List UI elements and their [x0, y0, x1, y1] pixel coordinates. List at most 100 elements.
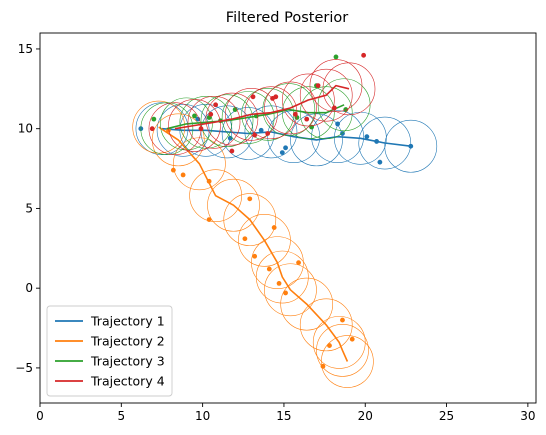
chart-title: Filtered Posterior: [226, 10, 348, 26]
legend-label: Trajectory 1: [90, 314, 165, 329]
covariance-circle: [244, 105, 298, 159]
x-tick-label: 10: [195, 409, 210, 423]
covariance-circle: [135, 102, 189, 156]
observation-point: [206, 217, 212, 222]
observation-point: [206, 178, 212, 184]
observation-point: [170, 167, 176, 173]
covariance-circle: [321, 335, 374, 388]
legend-label: Trajectory 2: [90, 334, 165, 349]
observation-point: [335, 121, 340, 127]
y-tick-label: −5: [15, 361, 33, 375]
observation-point: [208, 111, 214, 117]
x-tick-label: 25: [439, 409, 454, 423]
observation-point: [331, 105, 337, 111]
y-tick-label: 10: [18, 122, 33, 136]
observation-point: [276, 280, 282, 286]
observation-point: [296, 260, 301, 266]
covariance-circle: [168, 99, 221, 152]
legend-label: Trajectory 3: [90, 354, 165, 369]
covariance-circle: [187, 95, 241, 149]
covariance-circle: [205, 92, 259, 146]
observation-point: [320, 363, 326, 369]
observation-point: [349, 336, 355, 342]
covariance-circle: [264, 81, 317, 135]
covariance-circle: [299, 86, 353, 140]
observation-point: [374, 139, 380, 144]
covariance-circle: [160, 97, 213, 151]
observation-point: [151, 116, 157, 122]
covariance-circle: [282, 86, 335, 140]
plot-frame: [39, 32, 537, 404]
observation-point: [364, 134, 370, 140]
observation-point: [149, 126, 155, 132]
covariance-circle: [264, 263, 317, 317]
observation-point: [252, 132, 258, 138]
observation-point: [247, 196, 253, 202]
covariance-circle: [151, 113, 205, 167]
covariance-circle: [299, 298, 353, 352]
observation-point: [361, 52, 367, 58]
observation-point: [229, 148, 235, 154]
observation-point: [271, 225, 277, 230]
covariance-circle: [140, 102, 194, 156]
x-tick-label: 5: [117, 409, 125, 423]
covariance-circle: [221, 107, 275, 160]
y-tick-label: 0: [25, 281, 33, 295]
observation-point: [250, 94, 256, 100]
series-3: [140, 54, 371, 156]
observation-point: [327, 343, 332, 348]
axes: 0 5 10 15 20 25 30 −5 0 5 10 15: [15, 42, 535, 423]
covariance-circle: [311, 110, 364, 163]
observation-point: [180, 172, 186, 178]
covariance-circle: [200, 94, 254, 148]
x-tick-label: 20: [358, 409, 373, 423]
covariance-circle: [223, 193, 277, 246]
x-tick-label: 0: [36, 409, 44, 423]
observation-point: [304, 116, 310, 122]
covariance-circle: [290, 113, 343, 167]
observation-point: [283, 145, 288, 151]
observation-point: [198, 126, 204, 132]
observation-point: [252, 253, 258, 259]
observation-point: [377, 159, 383, 165]
series-4: [148, 52, 376, 156]
observation-point: [315, 83, 321, 89]
covariance-circle: [221, 91, 275, 144]
covariance-circle: [179, 95, 233, 149]
plot-marks: [132, 52, 438, 388]
observation-point: [192, 113, 197, 119]
observation-point: [340, 317, 345, 323]
series-1: [135, 102, 438, 173]
observation-point: [408, 143, 414, 149]
observation-point: [266, 266, 272, 272]
covariance-circle: [282, 73, 335, 127]
legend-label: Trajectory 4: [90, 374, 165, 389]
covariance-circle: [384, 119, 438, 173]
covariance-circle: [322, 62, 376, 116]
trajectory-line: [174, 84, 350, 130]
observation-point: [213, 102, 219, 108]
covariance-circle: [207, 178, 260, 232]
observation-point: [292, 111, 298, 117]
covariance-circle: [255, 250, 309, 304]
covariance-circle: [299, 68, 353, 122]
trajectory-line: [158, 126, 349, 362]
covariance-circle: [148, 102, 202, 156]
covariance-circle: [316, 324, 369, 377]
y-tick-label: 5: [25, 201, 33, 215]
observation-point: [333, 54, 339, 60]
y-tick-label: 15: [18, 42, 33, 56]
covariance-circle: [358, 116, 412, 170]
series-2: [132, 100, 374, 388]
covariance-circle: [225, 88, 278, 141]
covariance-circle: [251, 236, 304, 289]
observation-point: [242, 236, 248, 242]
legend: Trajectory 1 Trajectory 2 Trajectory 3 Traj…: [46, 305, 173, 397]
x-tick-label: 30: [520, 409, 535, 423]
covariance-circle: [317, 78, 371, 132]
covariance-circle: [189, 169, 242, 222]
observation-point: [227, 135, 233, 141]
observation-point: [232, 107, 238, 112]
legend-box: [46, 305, 173, 397]
